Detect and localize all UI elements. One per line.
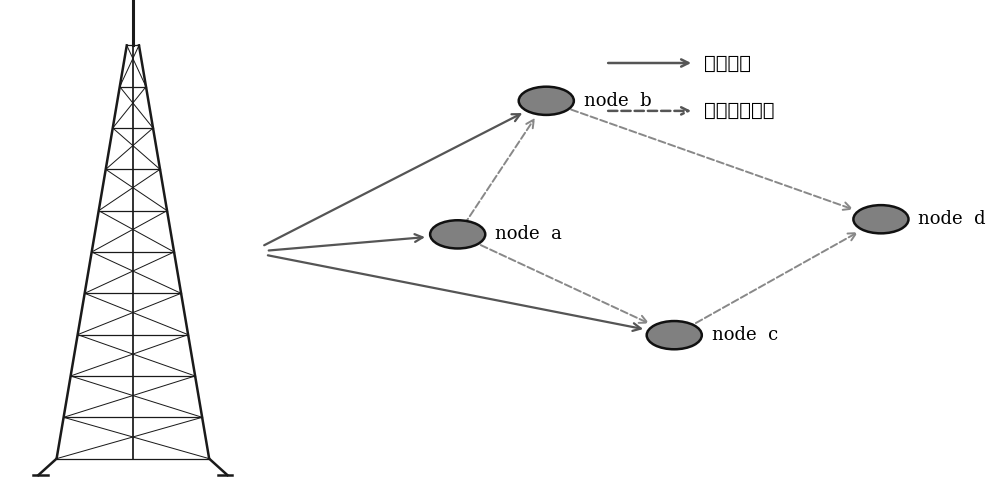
Text: 背向散射信号: 背向散射信号	[704, 101, 774, 120]
Text: node  b: node b	[584, 92, 651, 110]
Circle shape	[430, 220, 485, 248]
Text: node  a: node a	[495, 225, 562, 243]
Text: node  c: node c	[712, 326, 778, 344]
Circle shape	[853, 205, 909, 233]
Text: node  d: node d	[918, 210, 986, 228]
Text: 射频信号: 射频信号	[704, 53, 751, 73]
Circle shape	[647, 321, 702, 349]
Circle shape	[519, 87, 574, 115]
